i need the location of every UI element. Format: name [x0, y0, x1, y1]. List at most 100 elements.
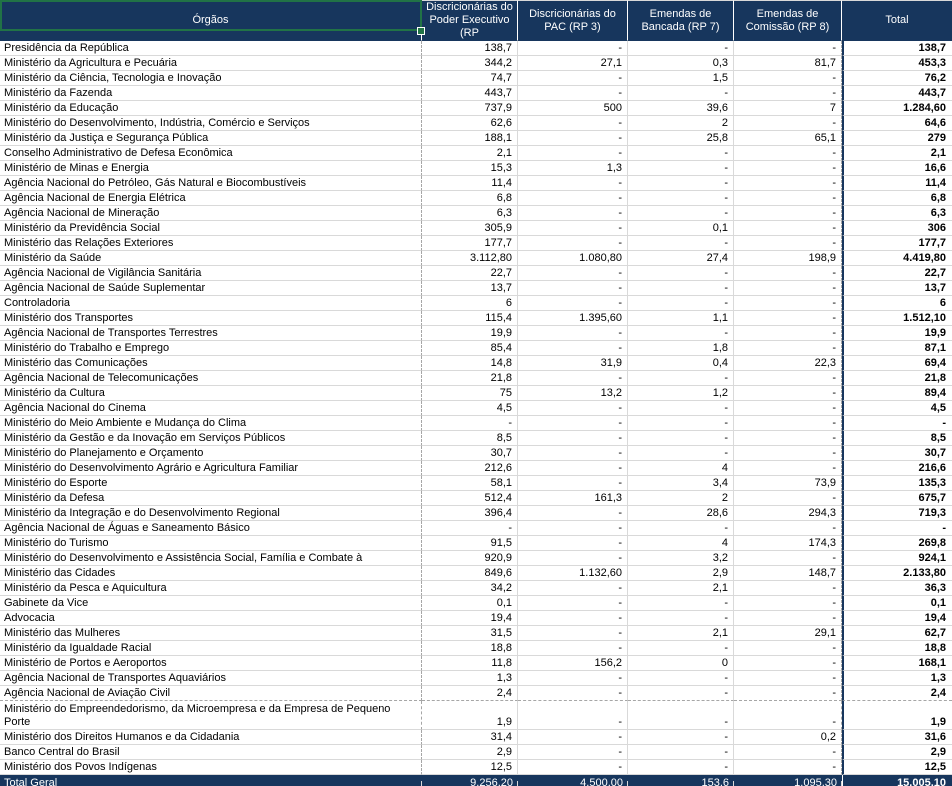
table-row[interactable]: Conselho Administrativo de Defesa Econôm… — [0, 146, 952, 161]
cell-emendas-comissao[interactable]: - — [734, 371, 842, 386]
cell-discricionarias-pac[interactable]: - — [518, 476, 628, 491]
cell-emendas-bancada[interactable]: - — [628, 641, 734, 656]
cell-emendas-bancada[interactable]: - — [628, 326, 734, 341]
cell-emendas-bancada[interactable]: 0,4 — [628, 356, 734, 371]
cell-discricionarias-pac[interactable]: - — [518, 745, 628, 760]
cell-discricionarias-executivo[interactable]: 737,9 — [422, 101, 518, 116]
cell-discricionarias-pac[interactable]: - — [518, 596, 628, 611]
cell-emendas-bancada[interactable]: - — [628, 41, 734, 56]
cell-discricionarias-pac[interactable]: - — [518, 266, 628, 281]
table-row[interactable]: Ministério da Defesa 512,4 161,3 2 - 675… — [0, 491, 952, 506]
cell-emendas-bancada[interactable]: - — [628, 236, 734, 251]
cell-discricionarias-executivo[interactable]: 115,4 — [422, 311, 518, 326]
cell-emendas-bancada[interactable]: - — [628, 191, 734, 206]
col-header-discricionarias-pac[interactable]: Discricionárias do PAC (RP 3) — [518, 0, 628, 41]
cell-emendas-bancada[interactable]: 3,4 — [628, 476, 734, 491]
cell-orgao[interactable]: Ministério das Comunicações — [0, 356, 422, 371]
cell-total[interactable]: 19,4 — [842, 611, 952, 626]
cell-emendas-bancada[interactable]: 2,1 — [628, 581, 734, 596]
cell-orgao[interactable]: Agência Nacional de Águas e Saneamento B… — [0, 521, 422, 536]
cell-orgao[interactable]: Advocacia — [0, 611, 422, 626]
cell-orgao[interactable]: Ministério da Previdência Social — [0, 221, 422, 236]
cell-discricionarias-pac[interactable]: - — [518, 521, 628, 536]
col-header-orgaos[interactable]: Órgãos — [0, 0, 422, 41]
cell-emendas-bancada[interactable]: - — [628, 730, 734, 745]
cell-total[interactable]: 62,7 — [842, 626, 952, 641]
cell-total[interactable]: 76,2 — [842, 71, 952, 86]
cell-orgao[interactable]: Ministério das Relações Exteriores — [0, 236, 422, 251]
cell-total[interactable]: 2.133,80 — [842, 566, 952, 581]
cell-discricionarias-executivo[interactable]: 91,5 — [422, 536, 518, 551]
cell-emendas-bancada[interactable]: 2 — [628, 116, 734, 131]
cell-emendas-comissao[interactable]: 65,1 — [734, 131, 842, 146]
cell-emendas-comissao[interactable]: - — [734, 461, 842, 476]
selection-fill-handle[interactable] — [417, 27, 425, 35]
cell-discricionarias-executivo[interactable]: 443,7 — [422, 86, 518, 101]
table-row[interactable]: Agência Nacional de Transportes Terrestr… — [0, 326, 952, 341]
grand-total-label[interactable]: Total Geral — [0, 775, 422, 786]
cell-total[interactable]: - — [842, 521, 952, 536]
cell-emendas-bancada[interactable]: - — [628, 745, 734, 760]
cell-orgao[interactable]: Ministério do Esporte — [0, 476, 422, 491]
cell-orgao[interactable]: Agência Nacional de Vigilância Sanitária — [0, 266, 422, 281]
cell-emendas-comissao[interactable]: - — [734, 86, 842, 101]
cell-emendas-comissao[interactable]: - — [734, 176, 842, 191]
cell-discricionarias-executivo[interactable]: 6,3 — [422, 206, 518, 221]
cell-total[interactable]: 279 — [842, 131, 952, 146]
cell-emendas-bancada[interactable]: - — [628, 596, 734, 611]
cell-discricionarias-executivo[interactable]: 18,8 — [422, 641, 518, 656]
cell-discricionarias-executivo[interactable]: 344,2 — [422, 56, 518, 71]
cell-emendas-comissao[interactable]: - — [734, 161, 842, 176]
cell-orgao[interactable]: Ministério da Defesa — [0, 491, 422, 506]
cell-emendas-comissao[interactable]: 7 — [734, 101, 842, 116]
cell-emendas-comissao[interactable]: - — [734, 341, 842, 356]
col-header-discricionarias-executivo[interactable]: Discricionárias do Poder Executivo (RP — [422, 0, 518, 41]
cell-orgao[interactable]: Controladoria — [0, 296, 422, 311]
cell-emendas-bancada[interactable]: - — [628, 281, 734, 296]
cell-discricionarias-executivo[interactable]: 849,6 — [422, 566, 518, 581]
cell-total[interactable]: 89,4 — [842, 386, 952, 401]
cell-orgao[interactable]: Ministério dos Direitos Humanos e da Cid… — [0, 730, 422, 745]
cell-emendas-bancada[interactable]: 2,9 — [628, 566, 734, 581]
cell-emendas-bancada[interactable]: 4 — [628, 461, 734, 476]
table-row[interactable]: Agência Nacional de Águas e Saneamento B… — [0, 521, 952, 536]
cell-total[interactable]: 19,9 — [842, 326, 952, 341]
cell-total[interactable]: 177,7 — [842, 236, 952, 251]
grand-total-value[interactable]: 15.005,10 — [842, 775, 952, 786]
cell-total[interactable]: 6,8 — [842, 191, 952, 206]
cell-emendas-comissao[interactable]: - — [734, 581, 842, 596]
cell-discricionarias-pac[interactable]: - — [518, 461, 628, 476]
cell-orgao[interactable]: Gabinete da Vice — [0, 596, 422, 611]
cell-discricionarias-executivo[interactable]: 85,4 — [422, 341, 518, 356]
cell-orgao[interactable]: Ministério da Gestão e da Inovação em Se… — [0, 431, 422, 446]
table-row[interactable]: Ministério dos Povos Indígenas 12,5 - - … — [0, 760, 952, 775]
table-row[interactable]: Presidência da República 138,7 - - - 138… — [0, 41, 952, 56]
cell-orgao[interactable]: Agência Nacional de Transportes Aquaviár… — [0, 671, 422, 686]
table-row[interactable]: Ministério da Integração e do Desenvolvi… — [0, 506, 952, 521]
cell-emendas-bancada[interactable]: - — [628, 760, 734, 775]
cell-emendas-bancada[interactable]: - — [628, 446, 734, 461]
cell-discricionarias-pac[interactable]: - — [518, 221, 628, 236]
cell-emendas-bancada[interactable]: - — [628, 416, 734, 431]
cell-total[interactable]: 2,9 — [842, 745, 952, 760]
cell-discricionarias-pac[interactable]: - — [518, 701, 628, 730]
cell-emendas-bancada[interactable]: - — [628, 686, 734, 701]
cell-total[interactable]: 1,9 — [842, 701, 952, 730]
table-row[interactable]: Gabinete da Vice 0,1 - - - 0,1 — [0, 596, 952, 611]
cell-discricionarias-pac[interactable]: - — [518, 296, 628, 311]
cell-emendas-comissao[interactable]: - — [734, 311, 842, 326]
cell-total[interactable]: 135,3 — [842, 476, 952, 491]
table-row[interactable]: Ministério do Desenvolvimento Agrário e … — [0, 461, 952, 476]
cell-orgao[interactable]: Ministério da Justiça e Segurança Públic… — [0, 131, 422, 146]
cell-orgao[interactable]: Ministério do Desenvolvimento e Assistên… — [0, 551, 422, 566]
cell-emendas-comissao[interactable]: - — [734, 326, 842, 341]
cell-discricionarias-executivo[interactable]: 15,3 — [422, 161, 518, 176]
cell-discricionarias-pac[interactable]: 1.395,60 — [518, 311, 628, 326]
cell-emendas-bancada[interactable]: - — [628, 371, 734, 386]
cell-discricionarias-pac[interactable]: 27,1 — [518, 56, 628, 71]
cell-emendas-bancada[interactable]: - — [628, 401, 734, 416]
grand-total-bancada[interactable]: 153,6 — [628, 775, 734, 786]
table-row[interactable]: Ministério das Comunicações 14,8 31,9 0,… — [0, 356, 952, 371]
cell-emendas-bancada[interactable]: - — [628, 266, 734, 281]
table-row[interactable]: Ministério da Cultura 75 13,2 1,2 - 89,4 — [0, 386, 952, 401]
